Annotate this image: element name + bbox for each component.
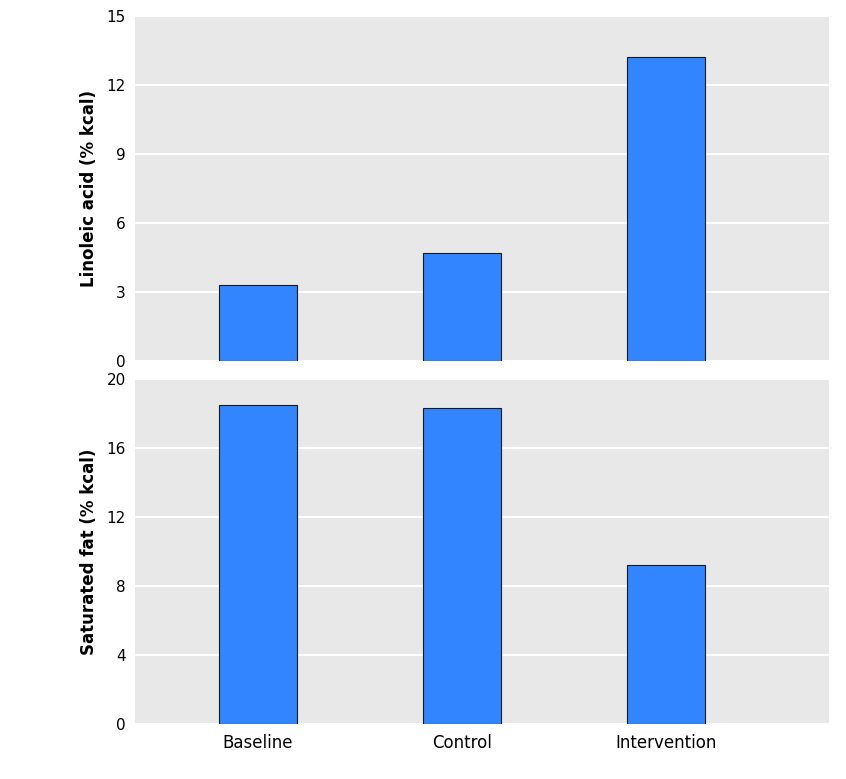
Bar <box>627 566 705 724</box>
Bar <box>219 404 297 724</box>
Bar <box>423 253 501 361</box>
Bar <box>627 57 705 361</box>
Bar <box>423 408 501 724</box>
Bar <box>219 285 297 361</box>
Y-axis label: Saturated fat (% kcal): Saturated fat (% kcal) <box>80 449 98 655</box>
Y-axis label: Linoleic acid (% kcal): Linoleic acid (% kcal) <box>80 90 98 287</box>
